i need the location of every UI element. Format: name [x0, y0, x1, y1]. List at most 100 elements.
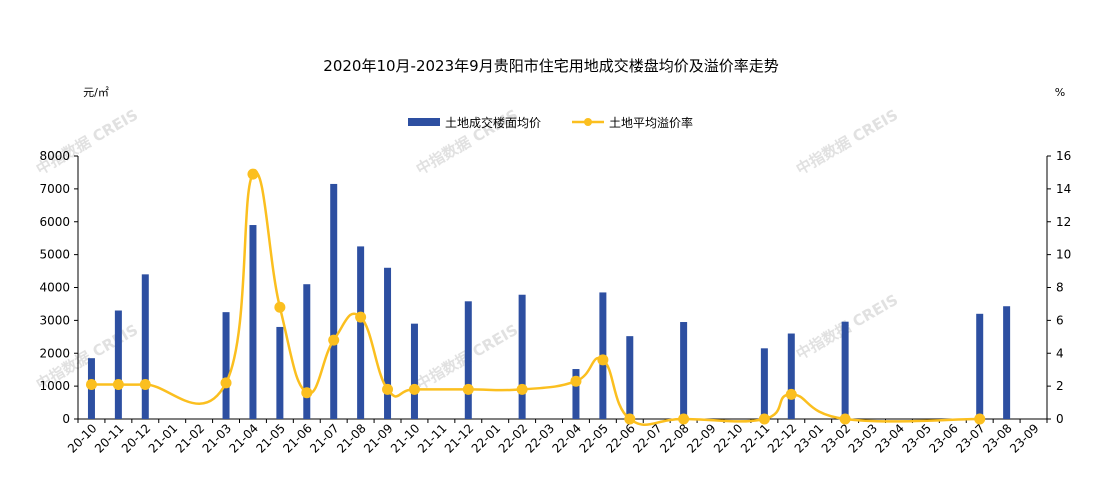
- bar: [572, 369, 580, 419]
- x-tick-label: 21-09: [361, 421, 396, 456]
- bar: [276, 326, 284, 419]
- x-tick-label: 21-11: [415, 421, 450, 456]
- premium-rate-point: [355, 311, 367, 323]
- premium-rate-point: [328, 334, 340, 346]
- left-tick-label: 3000: [39, 313, 70, 327]
- left-tick-label: 1000: [39, 379, 70, 393]
- premium-rate-point: [974, 413, 986, 425]
- chart-title: 2020年10月-2023年9月贵阳市住宅用地成交楼盘均价及溢价率走势: [323, 57, 778, 75]
- left-tick-label: 2000: [39, 346, 70, 360]
- x-tick-label: 21-06: [280, 421, 315, 456]
- bar: [114, 310, 122, 419]
- x-tick-label: 22-10: [711, 421, 746, 456]
- bar: [303, 284, 311, 419]
- right-axis-unit: %: [1055, 86, 1065, 99]
- bar: [222, 312, 230, 419]
- x-tick-label: 23-08: [980, 421, 1015, 456]
- x-tick-label: 23-09: [1007, 421, 1042, 456]
- left-tick-label: 4000: [39, 281, 70, 295]
- left-tick-label: 7000: [39, 182, 70, 196]
- x-tick-label: 21-04: [227, 421, 262, 456]
- premium-rate-point: [301, 387, 313, 399]
- right-tick-label: 12: [1056, 215, 1071, 229]
- right-tick-label: 14: [1056, 182, 1071, 196]
- x-tick-label: 21-08: [334, 421, 369, 456]
- premium-rate-point: [785, 388, 797, 400]
- watermark: 中指数据 CREIS: [33, 106, 141, 179]
- bar: [330, 183, 338, 419]
- x-tick-label: 22-02: [496, 421, 531, 456]
- x-tick-label: 21-02: [173, 421, 208, 456]
- bar: [841, 321, 849, 419]
- x-tick-label: 22-09: [684, 421, 719, 456]
- bar: [384, 267, 392, 419]
- bar: [680, 322, 688, 419]
- right-tick-label: 0: [1056, 412, 1064, 426]
- premium-rate-point: [839, 413, 851, 425]
- right-tick-label: 16: [1056, 149, 1071, 163]
- premium-rate-point: [112, 378, 124, 390]
- x-tick-label: 22-04: [550, 421, 585, 456]
- legend: 土地成交楼面均价 土地平均溢价率: [408, 115, 693, 130]
- x-tick-label: 20-10: [65, 421, 100, 456]
- watermark: 中指数据 CREIS: [793, 106, 901, 179]
- right-tick-label: 4: [1056, 346, 1064, 360]
- x-tick-label: 20-12: [119, 421, 154, 456]
- left-tick-label: 5000: [39, 248, 70, 262]
- left-tick-label: 8000: [39, 149, 70, 163]
- x-tick-label: 23-07: [953, 421, 988, 456]
- premium-rate-point: [220, 377, 232, 389]
- x-tick-label: 22-12: [765, 421, 800, 456]
- premium-rate-point: [570, 375, 582, 387]
- bar: [464, 301, 472, 419]
- premium-rate-point: [139, 378, 151, 390]
- bar: [787, 333, 795, 419]
- bar: [760, 348, 768, 419]
- x-tick-label: 23-06: [926, 421, 961, 456]
- bar: [626, 336, 634, 419]
- bar: [1003, 306, 1011, 419]
- premium-rate-point: [624, 413, 636, 425]
- left-axis-unit: 元/㎡: [83, 86, 109, 99]
- x-tick-label: 23-03: [846, 421, 881, 456]
- x-tick-label: 22-11: [738, 421, 773, 456]
- x-tick-label: 22-08: [657, 421, 692, 456]
- premium-rate-point: [274, 301, 286, 313]
- x-tick-label: 22-07: [630, 421, 665, 456]
- premium-rate-point: [85, 378, 97, 390]
- right-tick-label: 2: [1056, 379, 1064, 393]
- left-tick-label: 6000: [39, 215, 70, 229]
- x-tick-label: 22-06: [603, 421, 638, 456]
- x-tick-label: 21-07: [307, 421, 342, 456]
- right-tick-label: 6: [1056, 313, 1064, 327]
- x-tick-label: 21-12: [442, 421, 477, 456]
- x-tick-label: 22-03: [523, 421, 558, 456]
- legend-bar-label: 土地成交楼面均价: [445, 115, 541, 130]
- premium-rate-point: [516, 383, 528, 395]
- bar: [357, 246, 365, 419]
- right-tick-label: 8: [1056, 281, 1064, 295]
- bar: [976, 313, 984, 419]
- bar: [518, 294, 526, 419]
- premium-rate-point: [247, 168, 259, 180]
- legend-line-marker: [584, 118, 592, 126]
- x-tick-label: 23-01: [792, 421, 827, 456]
- premium-rate-point: [678, 413, 690, 425]
- axes: 0 1000 2000 3000 4000 5000 6000 7000 8000 0 2 4 6 8 10…: [39, 149, 1071, 456]
- x-tick-label: 20-11: [92, 421, 127, 456]
- bar: [141, 274, 149, 419]
- x-tick-label: 21-10: [388, 421, 423, 456]
- premium-rate-point: [758, 413, 770, 425]
- x-tick-label: 22-05: [576, 421, 611, 456]
- bar: [410, 323, 418, 419]
- x-tick-label: 23-02: [819, 421, 854, 456]
- premium-rate-point: [408, 383, 420, 395]
- legend-line-label: 土地平均溢价率: [609, 115, 693, 130]
- line-series: [85, 168, 986, 427]
- x-tick-label: 21-03: [200, 421, 235, 456]
- premium-rate-point: [382, 383, 394, 395]
- right-tick-label: 10: [1056, 248, 1071, 262]
- x-tick-label: 23-05: [899, 421, 934, 456]
- x-tick-label: 23-04: [873, 421, 908, 456]
